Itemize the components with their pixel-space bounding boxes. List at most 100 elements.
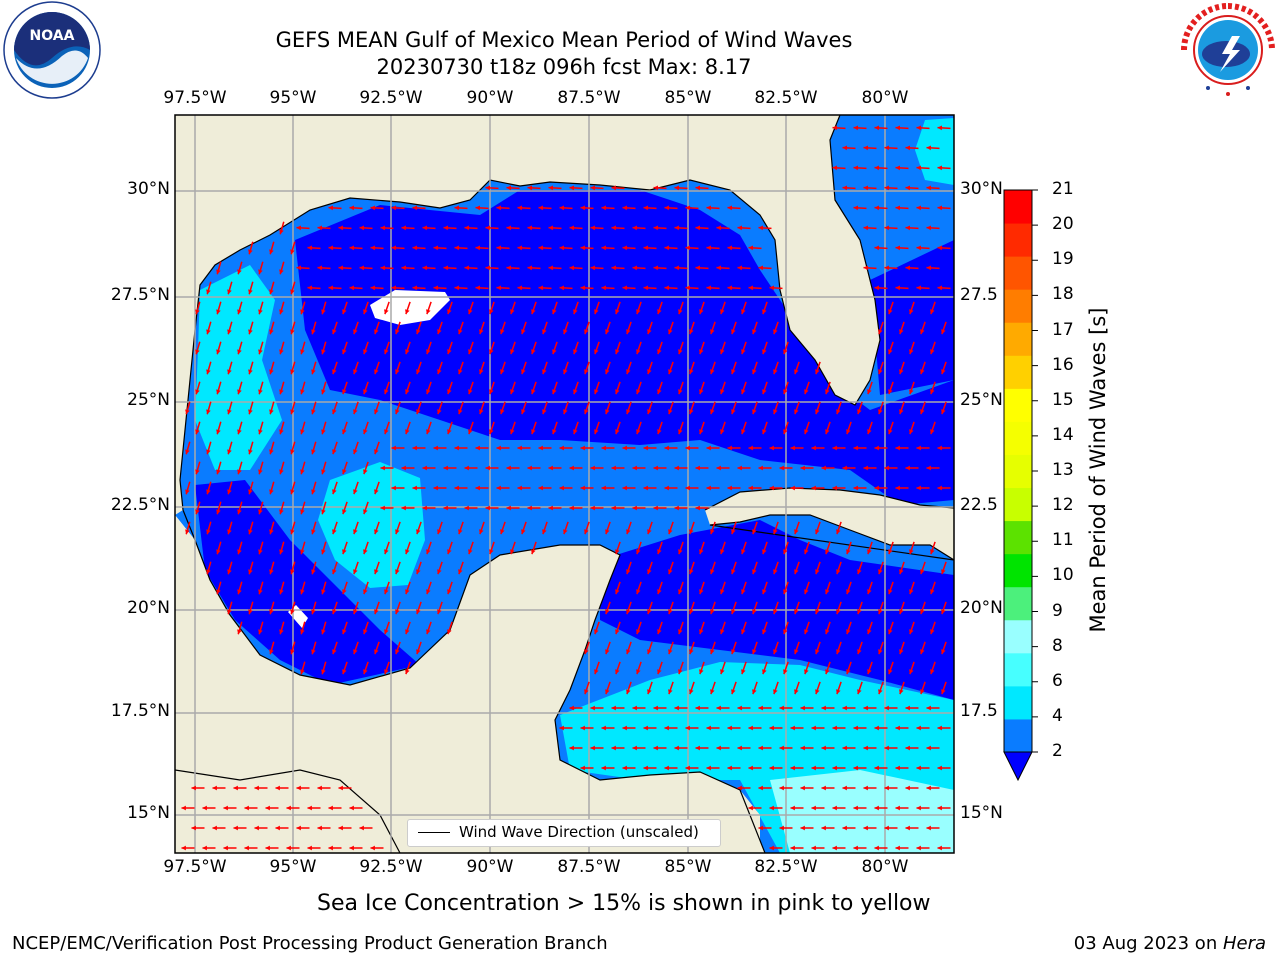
wave-arrow-head xyxy=(216,309,221,315)
wave-arrow-head xyxy=(706,205,712,211)
wave-arrow-head xyxy=(300,429,305,435)
wave-arrow-head xyxy=(769,845,774,851)
wave-arrow-head xyxy=(758,265,764,271)
wave-arrow-head xyxy=(569,505,574,511)
wave-arrow-head xyxy=(888,349,893,355)
lat-label-left: 22.5°N xyxy=(110,495,170,515)
wave-arrow-head xyxy=(412,445,417,451)
wave-arrow-head xyxy=(538,245,544,251)
wave-arrow-head xyxy=(437,409,442,415)
wave-arrow-head xyxy=(185,449,190,455)
wave-arrow-head xyxy=(380,505,385,511)
wave-arrow-head xyxy=(485,225,491,231)
wave-arrow-head xyxy=(443,465,448,471)
wave-arrow-head xyxy=(590,705,595,711)
wave-arrow-head xyxy=(632,465,637,471)
wave-arrow-head xyxy=(815,689,820,695)
wave-arrow-head xyxy=(937,205,943,211)
wave-arrow-head xyxy=(930,389,935,395)
wave-arrow-head xyxy=(863,185,869,191)
wave-arrow-head xyxy=(647,689,652,695)
wave-arrow-head xyxy=(800,745,805,751)
wave-arrow-head xyxy=(321,389,326,395)
wave-arrow-head xyxy=(611,705,616,711)
wave-arrow-head xyxy=(769,285,775,291)
wave-arrow-head xyxy=(790,725,795,731)
wave-arrow-head xyxy=(716,265,722,271)
wave-arrow-head xyxy=(181,845,186,851)
wave-arrow-head xyxy=(412,205,418,211)
colorbar-tick-label: 12 xyxy=(1052,495,1074,516)
wave-arrow-head xyxy=(710,329,715,335)
wave-arrow-head xyxy=(657,309,662,315)
wave-arrow-head xyxy=(657,629,662,635)
wave-arrow-head xyxy=(454,285,460,291)
wave-arrow-head xyxy=(748,485,753,491)
wave-arrow-head xyxy=(216,389,221,395)
wave-arrow-head xyxy=(506,465,511,471)
wave-arrow-head xyxy=(741,629,746,635)
wave-arrow-head xyxy=(433,485,438,491)
wave-arrow-head xyxy=(867,589,872,595)
wave-arrow-head xyxy=(374,369,379,375)
wave-arrow-head xyxy=(622,245,628,251)
wave-arrow-head xyxy=(794,409,799,415)
wave-arrow-head xyxy=(884,705,889,711)
wave-arrow-head xyxy=(321,549,326,555)
wave-arrow-head xyxy=(370,205,376,211)
wave-arrow-head xyxy=(937,245,943,251)
wave-arrow-head xyxy=(737,745,742,751)
wave-arrow-head xyxy=(443,225,449,231)
wave-arrow-head xyxy=(695,265,701,271)
wave-arrow-head xyxy=(237,589,242,595)
wave-arrow-head xyxy=(206,529,211,535)
wave-arrow-head xyxy=(790,845,795,851)
wave-arrow-head xyxy=(485,265,491,271)
wave-arrow-head xyxy=(706,245,712,251)
wave-arrow-head xyxy=(863,825,868,831)
wave-arrow-head xyxy=(269,249,274,255)
wave-arrow-head xyxy=(227,289,232,295)
wave-arrow-head xyxy=(643,205,649,211)
wave-arrow-head xyxy=(395,649,400,655)
colorbar-segment xyxy=(1004,421,1032,455)
wave-arrow-head xyxy=(248,569,253,575)
colorbar-tick-label: 4 xyxy=(1052,705,1063,726)
wave-arrow-head xyxy=(695,465,700,471)
wave-arrow-head xyxy=(874,765,879,771)
wave-arrow-head xyxy=(395,409,400,415)
wave-arrow-head xyxy=(678,629,683,635)
wave-arrow-head xyxy=(258,589,263,595)
wave-arrow-head xyxy=(391,285,397,291)
wave-arrow-head xyxy=(615,669,620,675)
land-mexico-interior xyxy=(175,515,765,853)
wave-arrow-head xyxy=(689,329,694,335)
wave-arrow-head xyxy=(559,725,564,731)
wave-arrow-head xyxy=(185,529,190,535)
wave-arrow-head xyxy=(643,725,648,731)
wave-arrow-head xyxy=(888,429,893,435)
wave-arrow-head xyxy=(290,369,295,375)
wave-arrow-head xyxy=(888,309,893,315)
wave-arrow-head xyxy=(636,389,641,395)
wave-arrow-head xyxy=(342,549,347,555)
wave-arrow-head xyxy=(930,549,935,555)
wave-arrow-head xyxy=(506,265,512,271)
wave-arrow-head xyxy=(237,349,242,355)
wave-arrow-head xyxy=(895,845,900,851)
wave-arrow-head xyxy=(783,389,788,395)
wave-arrow-head xyxy=(874,245,880,251)
wave-arrow-head xyxy=(384,349,389,355)
wave-arrow-head xyxy=(237,309,242,315)
wave-arrow-head xyxy=(454,485,459,491)
wave-arrow-head xyxy=(433,285,439,291)
wave-arrow-head xyxy=(290,449,295,455)
wave-arrow-head xyxy=(363,509,368,515)
wave-arrow-head xyxy=(727,485,732,491)
wave-arrow-head xyxy=(899,329,904,335)
wave-arrow-head xyxy=(468,549,473,555)
wave-arrow-head xyxy=(685,205,691,211)
wave-arrow-head xyxy=(300,629,305,635)
wave-arrow-head xyxy=(832,165,838,171)
wave-arrow-head xyxy=(405,309,410,315)
